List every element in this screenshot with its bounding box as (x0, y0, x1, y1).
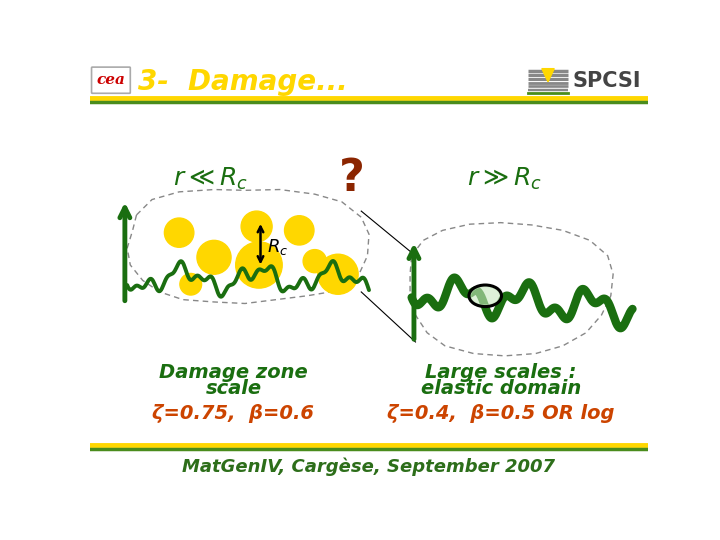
Circle shape (180, 273, 202, 295)
Text: Large scales :: Large scales : (425, 363, 577, 382)
FancyBboxPatch shape (91, 67, 130, 93)
Text: Damage zone: Damage zone (159, 363, 307, 382)
Text: 3-  Damage...: 3- Damage... (138, 68, 348, 96)
Circle shape (284, 215, 314, 245)
Text: SPCSI: SPCSI (573, 71, 642, 91)
Text: ζ=0.4,  β=0.5 OR log: ζ=0.4, β=0.5 OR log (387, 404, 614, 423)
Text: ζ=0.75,  β=0.6: ζ=0.75, β=0.6 (153, 404, 315, 423)
Circle shape (318, 254, 358, 294)
Text: scale: scale (205, 379, 261, 397)
Circle shape (303, 249, 326, 273)
Text: MatGenIV, Cargèse, September 2007: MatGenIV, Cargèse, September 2007 (182, 457, 556, 476)
Text: ?: ? (339, 157, 365, 200)
Text: cea: cea (96, 73, 125, 87)
Text: $R_c$: $R_c$ (266, 237, 288, 257)
Ellipse shape (471, 287, 500, 305)
Polygon shape (542, 69, 554, 82)
Circle shape (235, 242, 282, 288)
Circle shape (164, 218, 194, 247)
Text: $r \ll R_c$: $r \ll R_c$ (173, 166, 248, 192)
Text: $r \gg R_c$: $r \gg R_c$ (467, 166, 542, 192)
Circle shape (197, 240, 231, 274)
Circle shape (241, 211, 272, 242)
Text: elastic domain: elastic domain (420, 379, 581, 397)
